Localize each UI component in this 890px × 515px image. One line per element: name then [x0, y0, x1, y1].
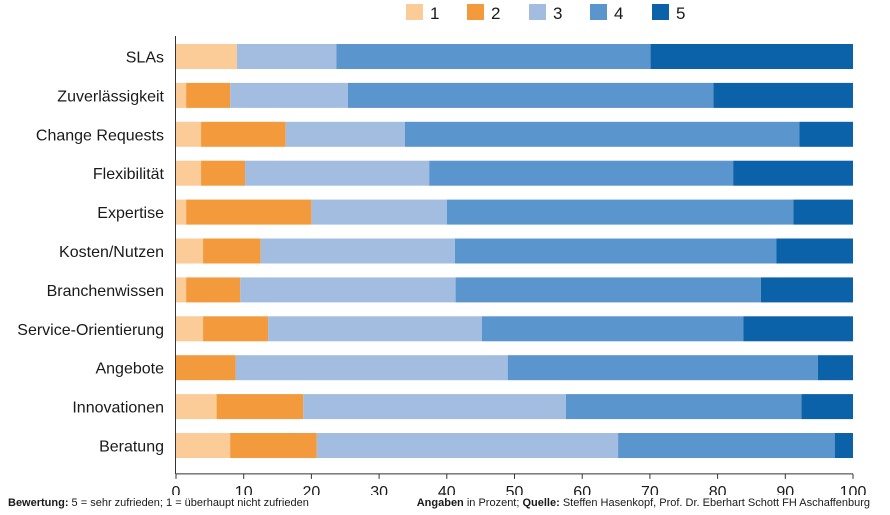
bar-segment-2 — [186, 199, 312, 225]
source-label: Quelle: — [522, 497, 560, 509]
bar-segment-3 — [260, 238, 455, 264]
category-label: Angebote — [95, 361, 164, 378]
bar-segment-4 — [446, 199, 794, 225]
bar-segment-5 — [713, 82, 853, 108]
bar-segment-2 — [201, 160, 246, 186]
bar-segment-2 — [186, 82, 231, 108]
legend-swatch-4 — [590, 4, 607, 20]
rating-text: 5 = sehr zufrieden; 1 = überhaupt nicht … — [68, 497, 309, 509]
bar-segment-2 — [230, 433, 317, 458]
bar-segment-4 — [507, 355, 818, 381]
legend-swatch-5 — [652, 4, 669, 20]
legend-swatch-1 — [406, 4, 423, 20]
x-tick-label: 90 — [776, 484, 794, 495]
bar-segment-1 — [176, 277, 187, 303]
bar-segment-1 — [176, 160, 202, 186]
bar-segment-3 — [316, 433, 619, 458]
bar-segment-1 — [176, 394, 217, 420]
x-tick-label: 80 — [709, 484, 727, 495]
bar-segment-1 — [176, 238, 204, 264]
x-tick-label: 40 — [438, 484, 456, 495]
bar-segment-5 — [817, 355, 853, 381]
bar-segment-3 — [303, 394, 566, 420]
category-label: Zuverlässigkeit — [57, 88, 164, 105]
bar-segment-5 — [799, 121, 853, 147]
bar-segment-5 — [801, 394, 853, 420]
legend-label-1: 1 — [430, 4, 439, 23]
category-label: SLAs — [126, 50, 164, 67]
bar-segment-4 — [336, 44, 651, 69]
bar-segment-5 — [834, 433, 853, 458]
bar-segment-3 — [240, 277, 456, 303]
source-text: Steffen Hasenkopf, Prof. Dr. Eberhart Sc… — [559, 497, 870, 509]
bar-segment-1 — [176, 433, 231, 458]
bar-segment-1 — [176, 316, 204, 342]
bar-segment-3 — [236, 44, 337, 69]
category-label: Expertise — [97, 205, 164, 222]
x-tick-label: 10 — [235, 484, 253, 495]
legend-label-3: 3 — [553, 4, 562, 23]
category-label: Beratung — [99, 439, 164, 456]
bar-segment-1 — [176, 121, 202, 147]
legend-label-5: 5 — [676, 4, 685, 23]
units-text: in Prozent; — [463, 497, 523, 509]
legend-label-4: 4 — [614, 4, 623, 23]
bar-segment-3 — [230, 82, 348, 108]
bar-segment-3 — [268, 316, 483, 342]
bar-segment-1 — [176, 82, 187, 108]
stacked-bar-chart: 1 2 3 4 5 SLAs Zuverlässigkeit Change Requests F… — [17, 4, 867, 495]
bar-segment-2 — [201, 121, 286, 147]
rating-legend-note: Bewertung: 5 = sehr zufrieden; 1 = überh… — [8, 497, 309, 509]
bar-segment-5 — [793, 199, 853, 225]
units-label: Angaben — [416, 497, 464, 509]
bar-segment-4 — [429, 160, 734, 186]
x-tick-label: 60 — [573, 484, 591, 495]
bar-segment-4 — [454, 238, 777, 264]
bar-segment-1 — [176, 44, 237, 69]
bar-segment-5 — [776, 238, 853, 264]
bar-segment-2 — [216, 394, 304, 420]
x-tick-label: 70 — [641, 484, 659, 495]
bar-segment-4 — [482, 316, 744, 342]
bar-segment-3 — [235, 355, 508, 381]
bar-segment-4 — [455, 277, 761, 303]
legend-label-2: 2 — [491, 4, 500, 23]
bar-segment-2 — [176, 355, 236, 381]
bar-segment-4 — [347, 82, 714, 108]
x-tick-label: 100 — [840, 484, 867, 495]
category-label: Branchenwissen — [47, 283, 164, 300]
bar-segment-4 — [618, 433, 835, 458]
source-note: Angaben in Prozent; Quelle: Steffen Hase… — [417, 497, 870, 509]
category-label: Service-Orientierung — [17, 322, 164, 339]
bar-segment-5 — [650, 44, 853, 69]
x-tick-label: 0 — [172, 484, 181, 495]
bar-segment-3 — [311, 199, 447, 225]
bar-segment-2 — [186, 277, 241, 303]
bar-segment-1 — [176, 199, 187, 225]
bar-segment-5 — [733, 160, 853, 186]
bar-segment-3 — [285, 121, 405, 147]
category-label: Flexibilität — [93, 166, 165, 183]
category-label: Change Requests — [36, 127, 164, 144]
bar-segment-4 — [565, 394, 802, 420]
bar-segment-3 — [245, 160, 430, 186]
legend-swatch-2 — [467, 4, 484, 20]
bar-segment-5 — [743, 316, 853, 342]
category-label: Innovationen — [72, 400, 164, 417]
x-tick-label: 30 — [370, 484, 388, 495]
bar-segment-2 — [203, 316, 269, 342]
bar-segment-4 — [404, 121, 800, 147]
x-tick-label: 20 — [303, 484, 321, 495]
legend-swatch-3 — [529, 4, 546, 20]
bar-segment-2 — [203, 238, 261, 264]
bar-segment-5 — [760, 277, 853, 303]
rating-label: Bewertung: — [8, 497, 69, 509]
category-label: Kosten/Nutzen — [59, 244, 164, 261]
x-tick-label: 50 — [506, 484, 524, 495]
